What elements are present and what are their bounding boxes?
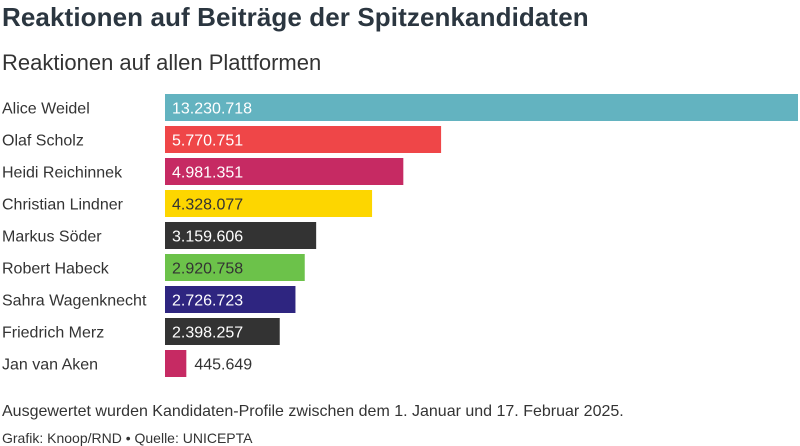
category-label: Christian Lindner bbox=[2, 197, 124, 214]
category-label: Jan van Aken bbox=[2, 357, 98, 374]
category-label: Friedrich Merz bbox=[2, 325, 104, 342]
category-label: Heidi Reichinnek bbox=[2, 165, 123, 182]
category-label: Markus Söder bbox=[2, 229, 102, 246]
value-label: 2.920.758 bbox=[172, 261, 243, 278]
bar bbox=[165, 158, 404, 185]
chart-title: Reaktionen auf Beiträge der Spitzenkandi… bbox=[2, 2, 589, 32]
value-label: 445.649 bbox=[194, 357, 252, 374]
value-label: 2.398.257 bbox=[172, 325, 243, 342]
value-label: 4.981.351 bbox=[172, 165, 243, 182]
category-label: Sahra Wagenknecht bbox=[2, 293, 147, 310]
category-label: Robert Habeck bbox=[2, 261, 110, 278]
value-label: 3.159.606 bbox=[172, 229, 243, 246]
value-label: 13.230.718 bbox=[172, 101, 252, 118]
value-label: 5.770.751 bbox=[172, 133, 243, 150]
bar bbox=[165, 126, 442, 153]
bar bbox=[165, 222, 317, 249]
bar bbox=[165, 94, 798, 121]
value-label: 2.726.723 bbox=[172, 293, 243, 310]
bar bbox=[165, 254, 305, 281]
chart-subtitle: Reaktionen auf allen Plattformen bbox=[2, 50, 322, 75]
bar bbox=[165, 318, 280, 345]
value-label: 4.328.077 bbox=[172, 197, 243, 214]
category-label: Olaf Scholz bbox=[2, 133, 84, 150]
bar-chart: Alice Weidel 13.230.718 Olaf Scholz 5.770.7… bbox=[2, 94, 798, 377]
bar bbox=[165, 350, 187, 377]
bar bbox=[165, 190, 373, 217]
category-label: Alice Weidel bbox=[2, 101, 90, 118]
bar bbox=[165, 286, 296, 313]
source-line: Grafik: Knoop/RND • Quelle: UNICEPTA bbox=[2, 430, 253, 446]
footnote: Ausgewertet wurden Kandidaten-Profile zw… bbox=[2, 403, 624, 420]
